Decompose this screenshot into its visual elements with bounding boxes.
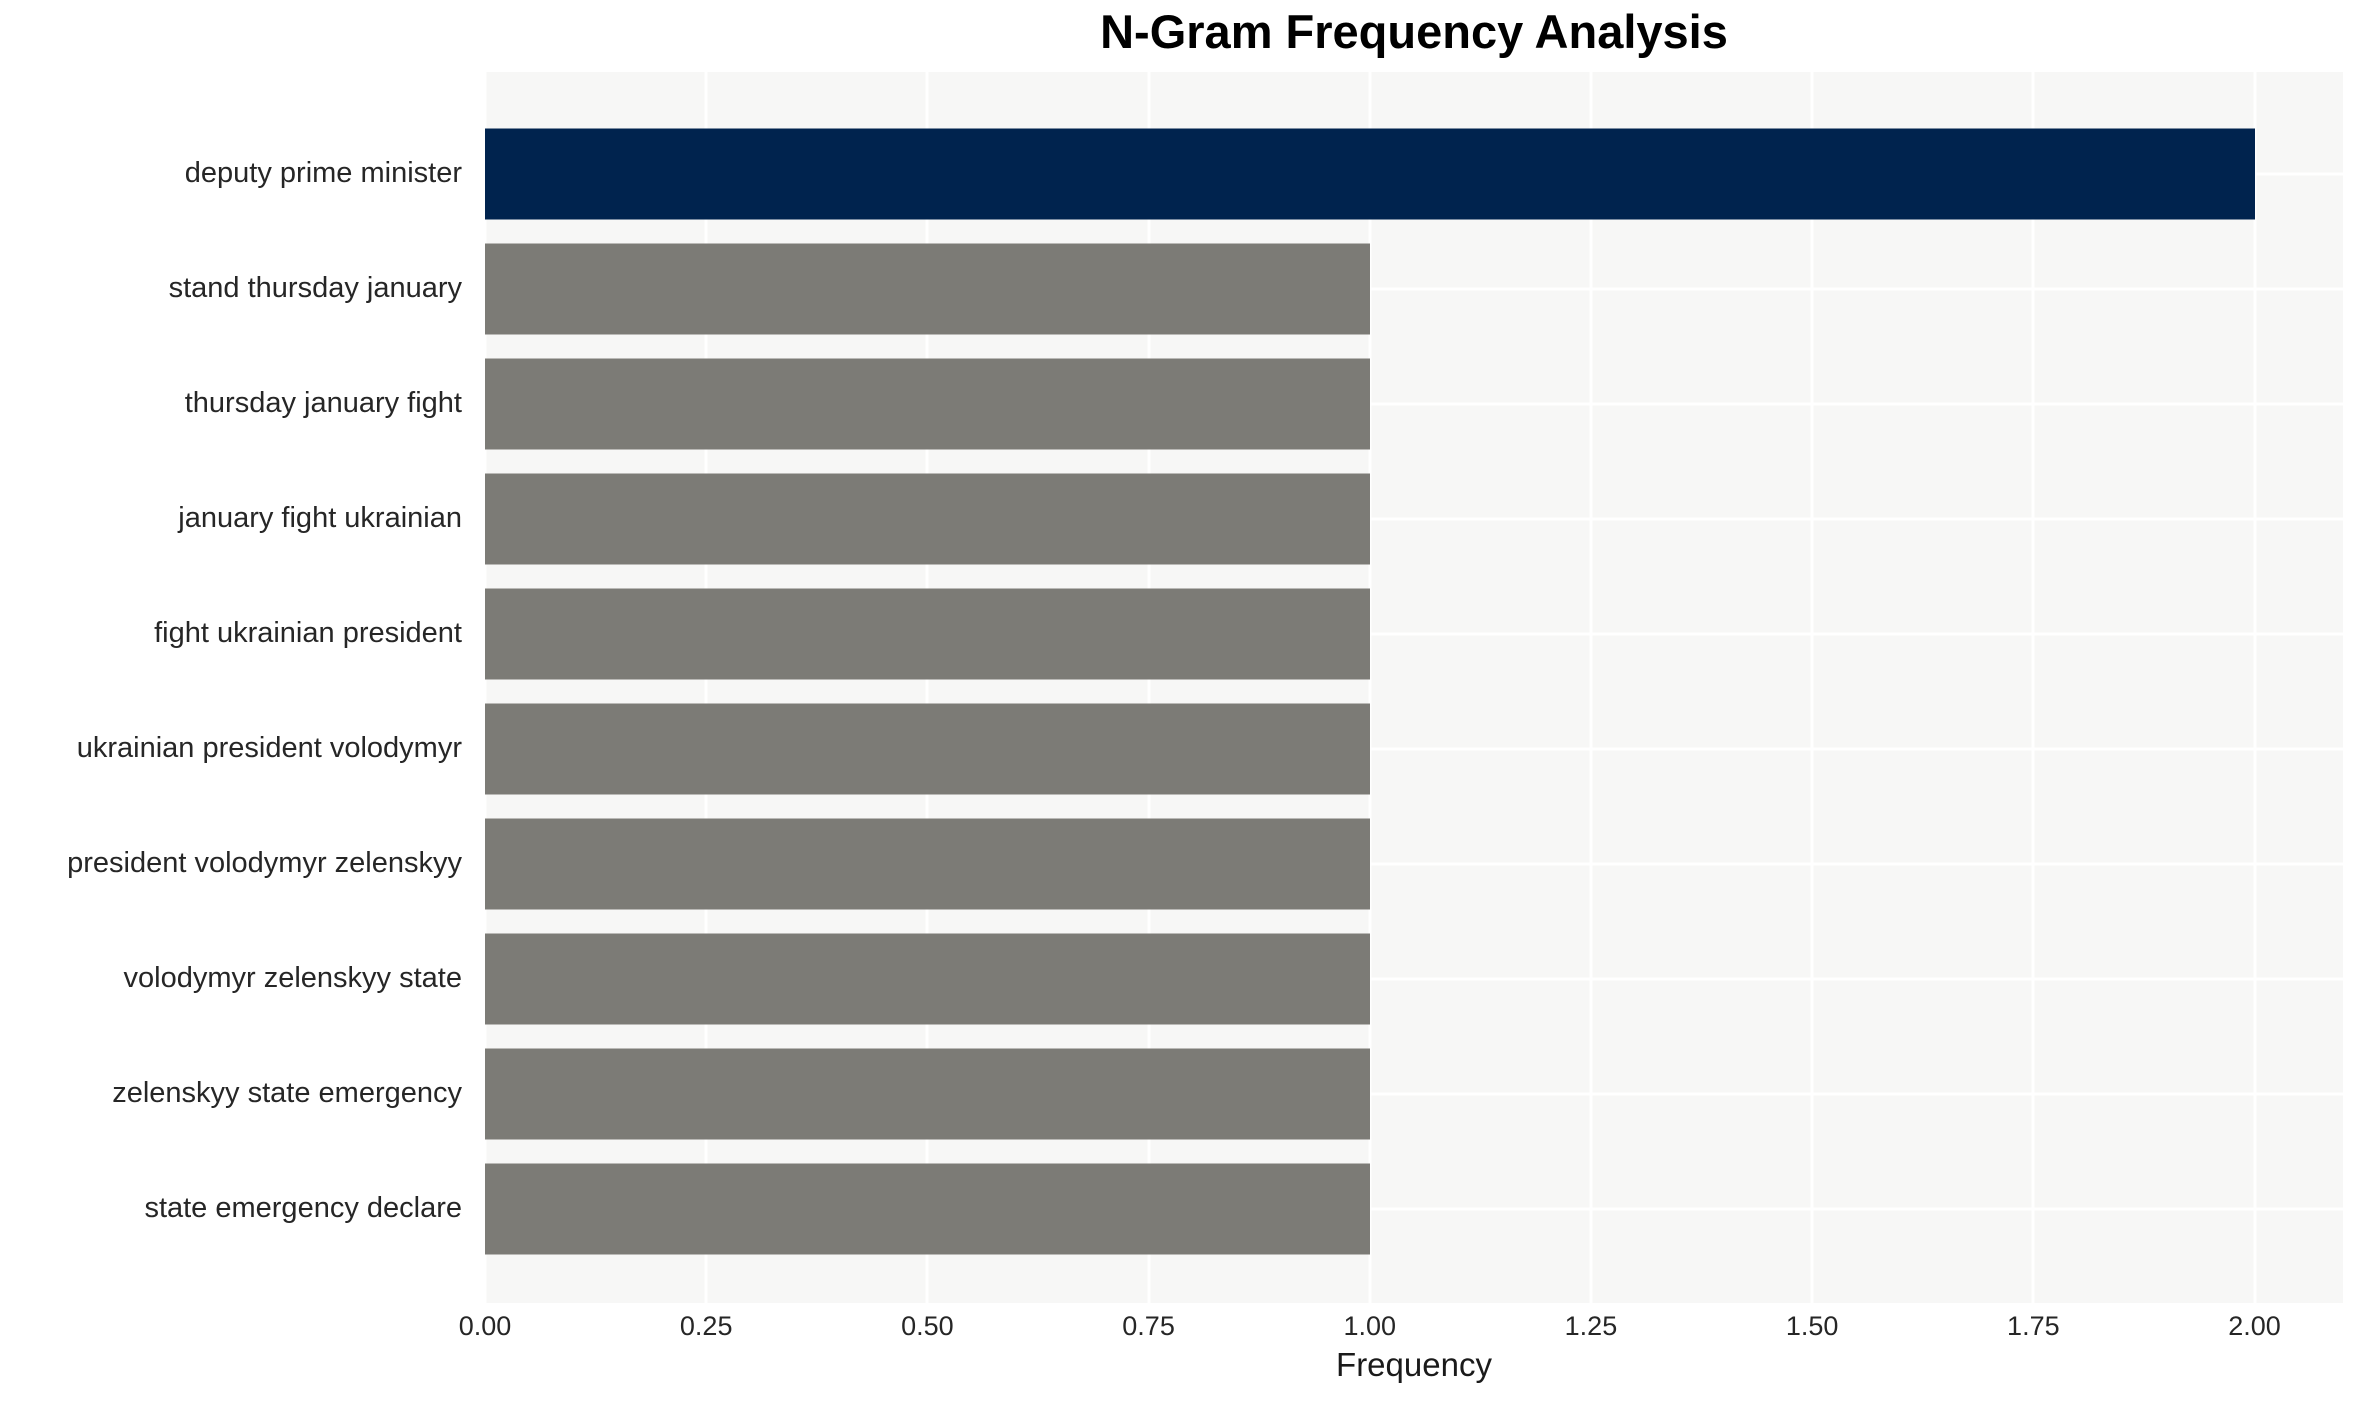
bar-row	[485, 806, 2343, 921]
x-tick-label: 0.50	[901, 1311, 954, 1341]
y-tick-label: january fight ukrainian	[178, 502, 462, 534]
vertical-gridline	[483, 72, 487, 1303]
bar	[485, 703, 1370, 794]
vertical-gridline	[704, 72, 708, 1303]
y-tick-label: state emergency declare	[144, 1192, 462, 1224]
horizontal-gridline	[485, 1092, 2343, 1095]
bar	[485, 933, 1370, 1024]
bar	[485, 128, 2255, 219]
bar-row	[485, 576, 2343, 691]
bar-row	[485, 231, 2343, 346]
x-tick-label: 1.75	[2007, 1311, 2060, 1341]
y-tick-label: thursday january fight	[184, 387, 462, 419]
y-tick-label: fight ukrainian president	[154, 617, 462, 649]
vertical-gridline	[1147, 72, 1151, 1303]
x-axis-title: Frequency	[1336, 1346, 1492, 1383]
horizontal-gridline	[485, 402, 2343, 405]
horizontal-gridline	[485, 862, 2343, 865]
horizontal-gridline	[485, 1207, 2343, 1210]
bar-row	[485, 1151, 2343, 1266]
y-tick-label: ukrainian president volodymyr	[76, 732, 462, 764]
bar-row	[485, 116, 2343, 231]
x-tick-label: 0.75	[1122, 1311, 1175, 1341]
y-tick-label: volodymyr zelenskyy state	[123, 962, 462, 994]
vertical-gridline	[925, 72, 929, 1303]
bar-row	[485, 1036, 2343, 1151]
x-axis-ticks: 0.00 0.25 0.50 0.75 1.00 1.25 1.50 1.75 2.00	[459, 1303, 2343, 1349]
y-tick-label: zelenskyy state emergency	[112, 1077, 462, 1109]
x-tick-label: 0.00	[458, 1311, 512, 1341]
bar-row	[485, 921, 2343, 1036]
y-tick-label: deputy prime minister	[184, 157, 462, 189]
vertical-gridline	[1810, 72, 1814, 1303]
horizontal-gridline	[485, 287, 2343, 290]
bar-row	[485, 346, 2343, 461]
x-tick-label: 1.00	[1343, 1311, 1397, 1341]
horizontal-gridline	[485, 632, 2343, 635]
x-tick-label: 0.25	[679, 1311, 733, 1341]
bar	[485, 588, 1370, 679]
bar	[485, 358, 1370, 449]
horizontal-gridline	[485, 977, 2343, 980]
horizontal-gridline	[485, 747, 2343, 750]
horizontal-gridline	[485, 517, 2343, 520]
bar	[485, 818, 1370, 909]
vertical-gridline	[2253, 72, 2257, 1303]
y-tick-label: stand thursday january	[168, 272, 462, 304]
x-tick-label: 2.00	[2228, 1311, 2281, 1341]
chart-title: N-Gram Frequency Analysis	[1100, 5, 1728, 58]
bar-row	[485, 691, 2343, 806]
bar	[485, 243, 1370, 334]
bar	[485, 1048, 1370, 1139]
vertical-gridline	[1368, 72, 1372, 1303]
y-tick-label: president volodymyr zelenskyy	[67, 847, 462, 879]
y-axis-labels: deputy prime minister stand thursday janu…	[0, 72, 462, 1303]
plot-area	[483, 72, 2343, 1303]
x-tick-label: 1.50	[1785, 1311, 1839, 1341]
bar-row	[485, 461, 2343, 576]
x-tick-label: 1.25	[1564, 1311, 1618, 1341]
vertical-gridline	[2031, 72, 2035, 1303]
bar	[485, 473, 1370, 564]
bar	[485, 1163, 1370, 1254]
vertical-gridline	[1589, 72, 1593, 1303]
